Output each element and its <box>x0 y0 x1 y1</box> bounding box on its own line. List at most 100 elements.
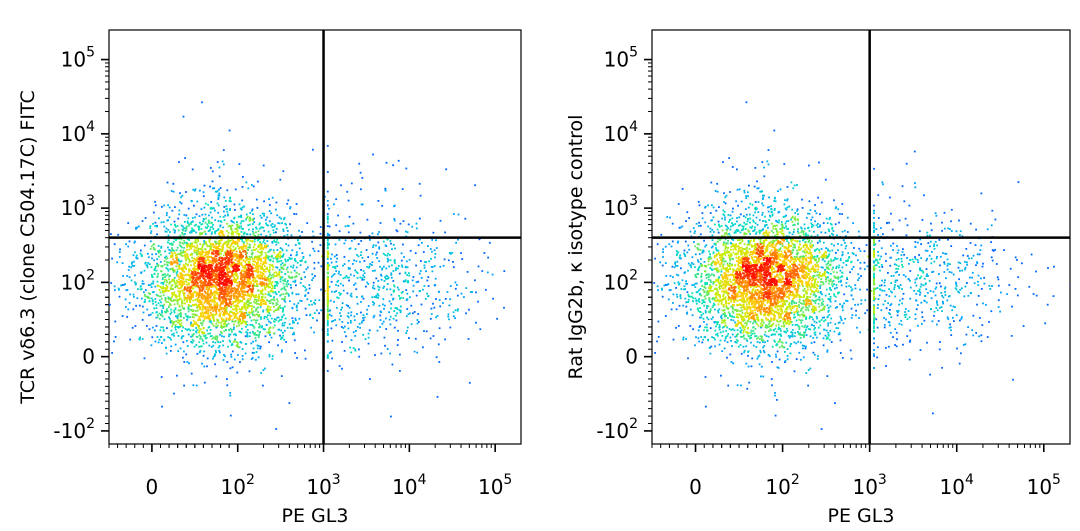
event-dot <box>397 265 400 267</box>
event-dot <box>277 308 280 311</box>
event-dot <box>230 283 233 286</box>
event-dot <box>391 248 393 250</box>
event-dot <box>202 220 204 223</box>
event-dot <box>335 290 338 292</box>
event-dot <box>392 270 395 272</box>
event-dot <box>205 253 207 256</box>
event-dot <box>235 268 238 271</box>
event-dot <box>118 256 121 258</box>
event-dot <box>190 321 192 324</box>
event-dot <box>177 275 180 278</box>
event-dot <box>206 276 209 278</box>
event-dot <box>587 264 589 266</box>
event-dot <box>209 284 211 286</box>
event-dot <box>210 282 213 285</box>
event-dot <box>176 270 179 273</box>
event-dot <box>213 280 215 283</box>
event-dot <box>221 287 224 290</box>
event-dot <box>326 279 329 282</box>
event-dot <box>191 217 194 219</box>
event-dot <box>195 310 197 312</box>
event-dot <box>279 247 282 249</box>
event-dot <box>173 303 176 306</box>
event-dot <box>237 215 240 218</box>
event-dot <box>452 266 455 268</box>
event-dot <box>191 271 193 273</box>
event-dot <box>146 252 149 255</box>
event-dot <box>180 322 183 325</box>
event-dot <box>231 350 234 353</box>
event-dot <box>390 242 392 245</box>
event-dot <box>187 257 189 260</box>
event-dot <box>389 259 392 262</box>
event-dot <box>249 212 252 214</box>
event-dot <box>247 258 250 260</box>
event-dot <box>239 215 241 218</box>
event-dot <box>208 220 211 223</box>
event-dot <box>178 290 181 293</box>
event-dot <box>166 181 169 184</box>
event-dot <box>214 354 216 357</box>
event-dot <box>223 294 226 296</box>
event-dot <box>198 275 201 277</box>
event-dot <box>430 257 432 260</box>
event-dot <box>412 312 414 315</box>
event-dot <box>217 198 220 200</box>
event-dot <box>191 284 194 287</box>
event-dot <box>206 329 208 332</box>
event-dot <box>152 280 155 283</box>
event-dot <box>264 262 267 265</box>
event-dot <box>211 306 214 308</box>
event-dot <box>208 314 211 317</box>
event-dot <box>229 392 232 394</box>
event-dot <box>176 374 178 377</box>
event-dot <box>254 319 257 322</box>
event-dot <box>242 284 244 287</box>
event-dot <box>240 256 243 259</box>
event-dot <box>312 235 315 238</box>
event-dot <box>199 328 202 331</box>
event-dot <box>269 258 272 261</box>
event-dot <box>171 296 174 298</box>
event-dot <box>385 274 388 277</box>
event-dot <box>184 230 187 232</box>
event-dot <box>273 310 275 313</box>
event-dot <box>326 200 329 202</box>
event-dot <box>183 280 186 283</box>
event-dot <box>208 300 211 303</box>
event-dot <box>151 257 153 260</box>
event-dot <box>640 297 642 299</box>
event-dot <box>248 274 251 277</box>
event-dot <box>220 326 222 328</box>
event-dot <box>257 336 260 339</box>
event-dot <box>412 276 415 278</box>
event-dot <box>210 261 213 264</box>
event-dot <box>151 291 154 294</box>
event-dot <box>239 254 241 256</box>
event-dot <box>379 319 382 321</box>
event-dot <box>193 204 195 207</box>
event-dot <box>337 297 340 299</box>
event-dot <box>382 240 385 243</box>
event-dot <box>362 334 365 336</box>
event-dot <box>264 265 266 268</box>
event-dot <box>304 276 306 278</box>
event-dot <box>421 241 423 244</box>
event-dot <box>134 251 136 254</box>
event-dot <box>204 306 207 308</box>
event-dot <box>427 295 430 297</box>
event-dot <box>328 313 331 316</box>
event-dot <box>236 305 239 307</box>
event-dot <box>224 312 227 315</box>
event-dot <box>326 253 329 256</box>
event-dot <box>358 355 361 358</box>
event-dot <box>183 295 186 298</box>
event-dot <box>201 311 204 314</box>
event-dot <box>226 361 229 363</box>
event-dot <box>192 333 195 335</box>
event-dot <box>171 252 174 255</box>
event-dot <box>243 297 246 300</box>
event-dot <box>153 307 156 310</box>
event-dot <box>260 266 263 269</box>
event-dot <box>137 288 139 290</box>
